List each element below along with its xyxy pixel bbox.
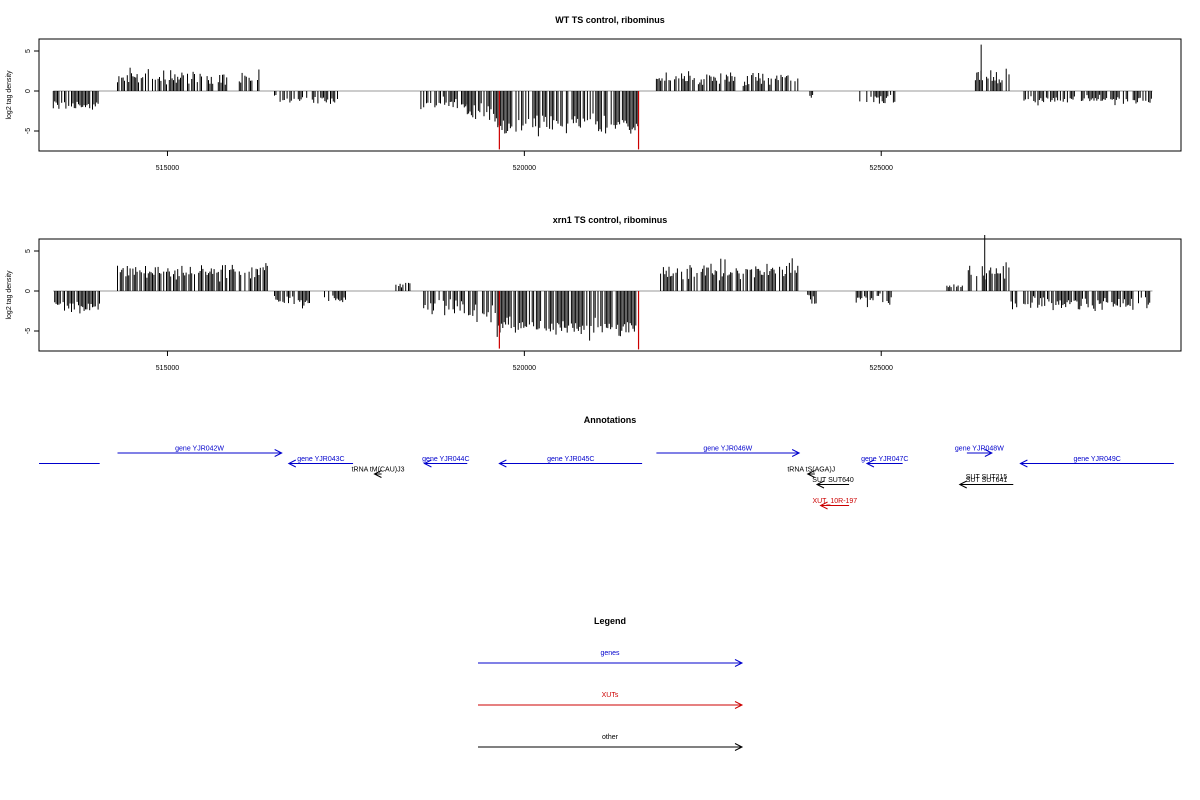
feature-label: tRNA tS(AGA)J <box>787 467 835 474</box>
feature-trna-ts-aga-j: tRNA tS(AGA)J <box>787 467 835 478</box>
legend-items: genes XUTs other <box>478 650 744 751</box>
wt-track-panel: WT TS control, ribominus log2 tag densit… <box>6 15 1182 172</box>
y-tick-label: -5 <box>25 328 32 334</box>
annotations-panel: Annotations gene YJR042W gene YJR043C tRNA… <box>39 415 1174 510</box>
wt-track-title: WT TS control, ribominus <box>555 15 665 25</box>
feature-xut-10r-197: XUT_10R-197 <box>812 498 857 510</box>
feature-arrow-head <box>498 459 507 468</box>
feature-arrow-head <box>815 480 825 489</box>
feature-arrows: gene YJR042W gene YJR043C tRNA tM(CAU)J3 ge… <box>39 446 1174 510</box>
xrn1-track-title: xrn1 TS control, ribominus <box>553 215 668 225</box>
xrn1-track-panel: xrn1 TS control, ribominus log2 tag dens… <box>6 215 1182 372</box>
x-tick-label: 515000 <box>156 365 179 372</box>
feature-label: gene YJR045C <box>547 456 594 463</box>
feature-label: gene YJR048W <box>955 446 1004 453</box>
y-tick-label: 0 <box>25 289 32 293</box>
legend-panel: Legend genes XUTs other <box>478 616 744 751</box>
wt-track-bars <box>52 44 1153 150</box>
feature-gene-yjr048w: gene YJR048W <box>955 446 1004 457</box>
feature-gene-yjr043c: gene YJR043C <box>287 456 354 468</box>
feature-label: gene YJR047C <box>861 456 908 463</box>
x-tick-label: 520000 <box>513 165 536 172</box>
legend-arrow-head <box>734 743 744 751</box>
feature-arrow-head <box>791 449 801 457</box>
feature-label: gene YJR042W <box>175 446 224 453</box>
feature-gene-yjr045c: gene YJR045C <box>498 456 643 468</box>
feature-label: SUT SUT641 <box>966 477 1008 484</box>
legend-arrow-head <box>734 659 744 667</box>
feature-gene-yjr046w: gene YJR046W <box>656 446 801 457</box>
feature-gene-yjr049c: gene YJR049C <box>1019 456 1174 468</box>
feature-arrow-head <box>958 480 967 489</box>
feature-sut-sut215: SUT SUT215 <box>966 474 1008 481</box>
legend-label: other <box>602 734 619 741</box>
xrn1-track-axes: 515000 520000 525000 -5 0 5 <box>25 249 893 372</box>
feature-label: SUT SUT215 <box>966 474 1008 481</box>
y-tick-label: 5 <box>25 49 32 53</box>
feature-gene-yjr042w: gene YJR042W <box>117 446 283 457</box>
feature-label: XUT_10R-197 <box>812 498 857 505</box>
legend-label: XUTs <box>602 692 619 699</box>
legend-item-gene: genes <box>478 650 744 667</box>
feature-arrow-head <box>373 470 382 478</box>
feature-arrow-head <box>819 501 828 510</box>
feature-arrow-head <box>984 449 993 457</box>
feature-label: gene YJR049C <box>1073 456 1120 463</box>
x-tick-label: 520000 <box>513 365 536 372</box>
wt-track-frame <box>38 38 1182 152</box>
legend-item-other: other <box>478 734 744 751</box>
wt-track-ylabel: log2 tag density <box>6 70 13 120</box>
feature-sut-sut641: SUT SUT641 <box>958 477 1014 489</box>
y-tick-label: -5 <box>25 128 32 134</box>
feature-arrow-head <box>274 449 283 457</box>
annotations-title: Annotations <box>584 415 637 425</box>
feature-label: gene YJR046W <box>703 446 752 453</box>
feature-label: tRNA tM(CAU)J3 <box>352 467 405 474</box>
legend-item-xut: XUTs <box>478 692 744 709</box>
feature-label: gene YJR043C <box>297 456 344 463</box>
feature-arrow-head <box>287 459 297 468</box>
feature-arrow-head <box>1019 459 1028 468</box>
feature-trna-tm-cau-j3: tRNA tM(CAU)J3 <box>352 467 405 478</box>
y-tick-label: 0 <box>25 89 32 93</box>
xrn1-track-bars <box>53 235 1153 350</box>
y-tick-label: 5 <box>25 249 32 253</box>
x-tick-label: 525000 <box>870 365 893 372</box>
feature-gene-yjr047c: gene YJR047C <box>861 456 908 468</box>
wt-track-axes: 515000 520000 525000 -5 0 5 <box>25 49 893 172</box>
feature-arrow-head <box>423 459 432 468</box>
legend-label: genes <box>600 650 620 657</box>
xrn1-track-frame <box>38 238 1182 352</box>
feature-arrow-head <box>806 470 815 478</box>
x-tick-label: 525000 <box>870 165 893 172</box>
feature-label: gene YJR044C <box>422 456 469 463</box>
feature-label: SUT SUT640 <box>812 477 854 484</box>
x-tick-label: 515000 <box>156 165 179 172</box>
feature-arrow-head <box>865 459 875 468</box>
xrn1-track-ylabel: log2 tag density <box>6 270 13 320</box>
legend-title: Legend <box>594 616 626 626</box>
feature-sut-sut640: SUT SUT640 <box>812 477 854 489</box>
feature-gene-yjr044c: gene YJR044C <box>422 456 470 468</box>
legend-arrow-head <box>734 701 744 709</box>
